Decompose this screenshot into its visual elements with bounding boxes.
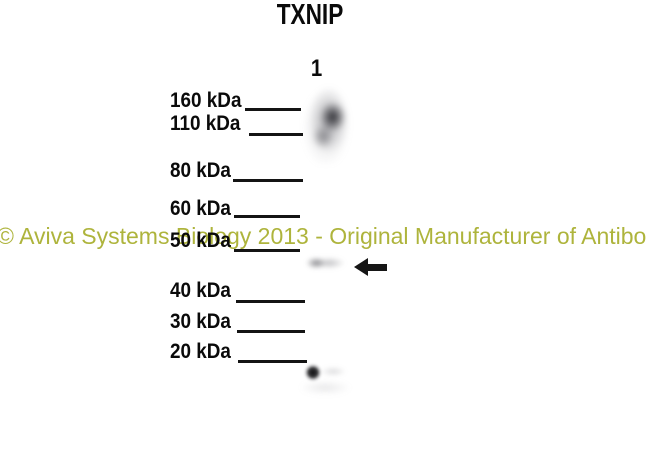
mw-label-60kda: 60 kDa (170, 197, 231, 220)
blot-band-high-mw-smear (302, 84, 352, 164)
mw-tick-50kda (234, 249, 300, 252)
mw-label-80kda: 80 kDa (170, 159, 231, 182)
mw-tick-80kda (233, 179, 303, 182)
mw-label-50kda: 50 kDa (170, 229, 231, 252)
band-pointer-arrow-shaft (366, 264, 387, 271)
watermark-text: © Aviva Systems Biology 2013 - Original … (0, 223, 647, 249)
mw-tick-160kda (245, 108, 301, 111)
blot-band-target (306, 255, 346, 271)
blot-band-low-mw-tail (322, 366, 350, 377)
band-pointer-arrow-icon (354, 258, 368, 276)
mw-label-30kda: 30 kDa (170, 310, 231, 333)
blot-faint-wisp (300, 380, 356, 397)
mw-tick-40kda (236, 300, 305, 303)
mw-label-110kda: 110 kDa (170, 112, 241, 135)
mw-label-20kda: 20 kDa (170, 340, 231, 363)
mw-label-160kda: 160 kDa (170, 89, 242, 112)
mw-tick-60kda (234, 215, 300, 218)
mw-tick-110kda (249, 133, 303, 136)
mw-label-40kda: 40 kDa (170, 279, 231, 302)
mw-tick-30kda (237, 330, 305, 333)
mw-tick-20kda (238, 360, 307, 363)
lane-number-label: 1 (310, 55, 323, 82)
figure-title: TXNIP (276, 0, 344, 31)
blot-band-low-mw-spot (301, 361, 325, 385)
